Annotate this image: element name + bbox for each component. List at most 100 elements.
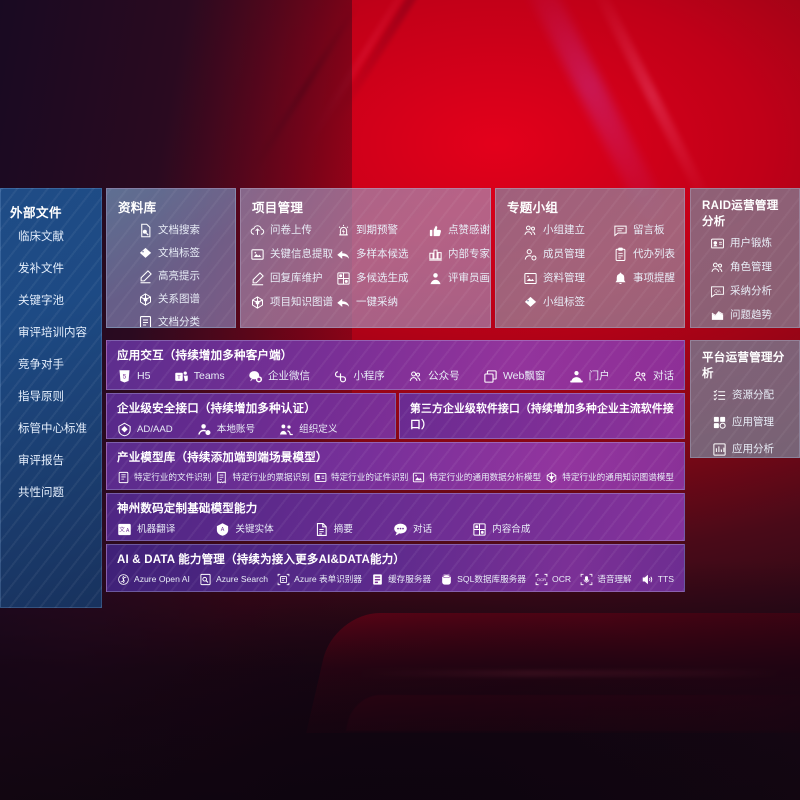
ai-item-azure-form-recognizer[interactable]: Azure 表单识别器 — [277, 573, 362, 586]
app-item-web-float-window[interactable]: Web飘窗 — [483, 369, 545, 384]
industry-item-label: 特定行业的文件识别 — [134, 472, 212, 483]
team-item-group-create[interactable]: 小组建立 — [523, 223, 613, 238]
project-item-label: 回复库维护 — [270, 272, 323, 285]
search-doc-icon — [199, 573, 212, 586]
ai-item-tts[interactable]: TTS — [641, 573, 674, 586]
team-item-material-management[interactable]: 资料管理 — [523, 271, 613, 286]
team-item-label: 小组建立 — [543, 224, 585, 237]
svg-text:A: A — [126, 528, 130, 534]
security-item-local-account[interactable]: 本地账号 — [197, 422, 255, 437]
ai-item-azure-search[interactable]: Azure Search — [199, 573, 268, 586]
industry-item-data-analysis-model[interactable]: 特定行业的通用数据分析模型 — [412, 471, 541, 484]
industry-item-label: 特定行业的证件识别 — [330, 472, 409, 483]
sidebar-item-supplement-docs[interactable]: 发补文件 — [18, 263, 64, 275]
sidebar-item-review-training[interactable]: 审评培训内容 — [18, 327, 87, 339]
project-item-multi-sample-candidate[interactable]: 多样本候选 — [336, 247, 428, 262]
industry-item-file-recognition[interactable]: 特定行业的文件识别 — [117, 471, 211, 484]
ai-item-ocr[interactable]: OCR OCR — [535, 573, 571, 586]
dcits-item-label: 关键实体 — [235, 523, 274, 535]
app-item-teams[interactable]: T Teams — [174, 369, 225, 384]
panel-raid-analysis: RAID运营管理分析 用户锻炼 角色管理 QA 采纳分析 问题趋势 — [690, 188, 800, 328]
ai-item-cache-server[interactable]: 缓存服务器 — [371, 573, 431, 586]
sidebar-title: 外部文件 — [10, 206, 63, 220]
project-item-key-info-extract[interactable]: 关键信息提取 — [250, 247, 336, 262]
project-item-one-click-adopt[interactable]: 一键采纳 — [336, 295, 428, 310]
project-item-label: 多候选生成 — [356, 272, 409, 285]
project-item-label: 多样本候选 — [356, 248, 409, 261]
panel-library: 资料库 文档搜索 文档标签 高亮提示 关系图谱 文档分类 — [106, 188, 236, 328]
industry-item-knowledge-graph-model[interactable]: 特定行业的通用知识图谱模型 — [545, 471, 674, 484]
cache-server-icon — [371, 573, 384, 586]
team-item-todo-list[interactable]: 代办列表 — [613, 247, 675, 262]
security-item-org-define[interactable]: 组织定义 — [279, 422, 337, 437]
library-item-highlight-hint[interactable]: 高亮提示 — [138, 269, 226, 284]
project-item-like-thanks[interactable]: 点赞感谢 — [428, 223, 490, 238]
sidebar-item-competitors[interactable]: 竞争对手 — [18, 359, 64, 371]
third-party-item-api-designer[interactable]: API自动化设计器 — [410, 438, 503, 439]
team-item-item-reminder[interactable]: 事项提醒 — [613, 271, 675, 286]
app-item-h5[interactable]: 5 H5 — [117, 369, 150, 384]
dcits-item-summary[interactable]: 摘要 — [314, 522, 353, 537]
raid-item-adoption-analysis[interactable]: QA 采纳分析 — [710, 284, 790, 299]
library-item-document-category[interactable]: 文档分类 — [138, 315, 226, 327]
library-item-document-tag[interactable]: 文档标签 — [138, 246, 226, 261]
team-item-member-management[interactable]: 成员管理 — [523, 247, 613, 262]
panel-raid-title: RAID运营管理分析 — [702, 200, 779, 228]
dcits-item-dialog[interactable]: 对话 — [393, 522, 432, 537]
raid-item-label: 用户锻炼 — [730, 237, 772, 250]
app-grid-icon — [712, 415, 727, 430]
dcits-item-key-entity[interactable]: A 关键实体 — [215, 522, 274, 537]
project-item-multi-candidate-generate[interactable]: 多候选生成 — [336, 271, 428, 286]
dcits-item-content-synthesis[interactable]: 内容合成 — [472, 522, 531, 537]
project-item-reply-library-maintain[interactable]: 回复库维护 — [250, 271, 336, 286]
sidebar-item-standards-center[interactable]: 标管中心标准 — [18, 423, 87, 435]
id-card-icon — [314, 471, 327, 484]
platform-item-app-analysis[interactable]: 应用分析 — [712, 442, 790, 457]
raid-item-user-training[interactable]: 用户锻炼 — [710, 236, 790, 251]
project-item-project-knowledge-graph[interactable]: 项目知识图谱 — [250, 295, 336, 310]
bar-dcits-title: 神州数码定制基础模型能力 — [117, 503, 258, 515]
qa-chat-icon: QA — [710, 284, 725, 299]
sidebar-item-guidelines[interactable]: 指导原则 — [18, 391, 64, 403]
platform-item-app-management[interactable]: 应用管理 — [712, 415, 790, 430]
raid-item-role-management[interactable]: 角色管理 — [710, 260, 790, 275]
svg-text:QA: QA — [714, 288, 721, 293]
sidebar-item-clinical-literature[interactable]: 临床文献 — [18, 231, 64, 243]
data-analysis-icon — [412, 471, 425, 484]
project-item-internal-expert-ranking[interactable]: 内部专家排名 — [428, 247, 490, 262]
project-item-expiry-alert[interactable]: 到期预警 — [336, 223, 428, 238]
app-item-wechat-work[interactable]: 企业微信 — [248, 369, 310, 384]
ai-item-speech-understanding[interactable]: 语音理解 — [580, 573, 632, 586]
app-item-official-account[interactable]: 公众号 — [408, 369, 460, 384]
project-item-label: 点赞感谢 — [448, 224, 490, 237]
sidebar-item-review-report[interactable]: 审评报告 — [18, 455, 64, 467]
project-item-questionnaire-upload[interactable]: 问卷上传 — [250, 223, 336, 238]
app-item-portal[interactable]: 门户 — [569, 369, 610, 384]
raid-item-issue-trend[interactable]: 问题趋势 — [710, 308, 790, 323]
project-item-label: 一键采纳 — [356, 296, 398, 309]
sidebar-item-keyword-pool[interactable]: 关键字池 — [18, 295, 64, 307]
team-item-message-board[interactable]: 留言板 — [613, 223, 675, 238]
ai-item-azure-open-ai[interactable]: Azure Open AI — [117, 573, 190, 586]
split-grid-icon — [336, 271, 351, 286]
ai-item-sql-database-server[interactable]: SQL数据库服务器 — [440, 573, 526, 586]
project-item-reviewer-portrait[interactable]: 评审员画像 — [428, 271, 490, 286]
svg-text:A: A — [221, 527, 225, 533]
industry-item-id-recognition[interactable]: 特定行业的证件识别 — [314, 471, 408, 484]
app-item-dialog[interactable]: 对话 — [633, 369, 674, 384]
panel-platform-analysis: 平台运营管理分析 资源分配 应用管理 应用分析 — [690, 340, 800, 458]
industry-item-label: 特定行业的票据识别 — [232, 472, 310, 483]
sidebar-item-common-issues[interactable]: 共性问题 — [18, 487, 64, 499]
platform-item-resource-allocation[interactable]: 资源分配 — [712, 388, 790, 403]
team-item-group-tag[interactable]: 小组标签 — [523, 295, 613, 310]
industry-item-receipt-recognition[interactable]: 特定行业的票据识别 — [215, 471, 310, 484]
library-item-document-search[interactable]: 文档搜索 — [138, 223, 226, 238]
security-item-ad-aad[interactable]: AD/AAD — [117, 422, 173, 437]
library-item-relation-graph[interactable]: 关系图谱 — [138, 292, 226, 307]
app-item-label: Teams — [193, 370, 225, 383]
app-item-miniprogram[interactable]: 小程序 — [333, 369, 385, 384]
svg-text:OCR: OCR — [537, 577, 546, 582]
team-item-label: 留言板 — [633, 224, 665, 237]
sql-database-icon — [440, 573, 453, 586]
